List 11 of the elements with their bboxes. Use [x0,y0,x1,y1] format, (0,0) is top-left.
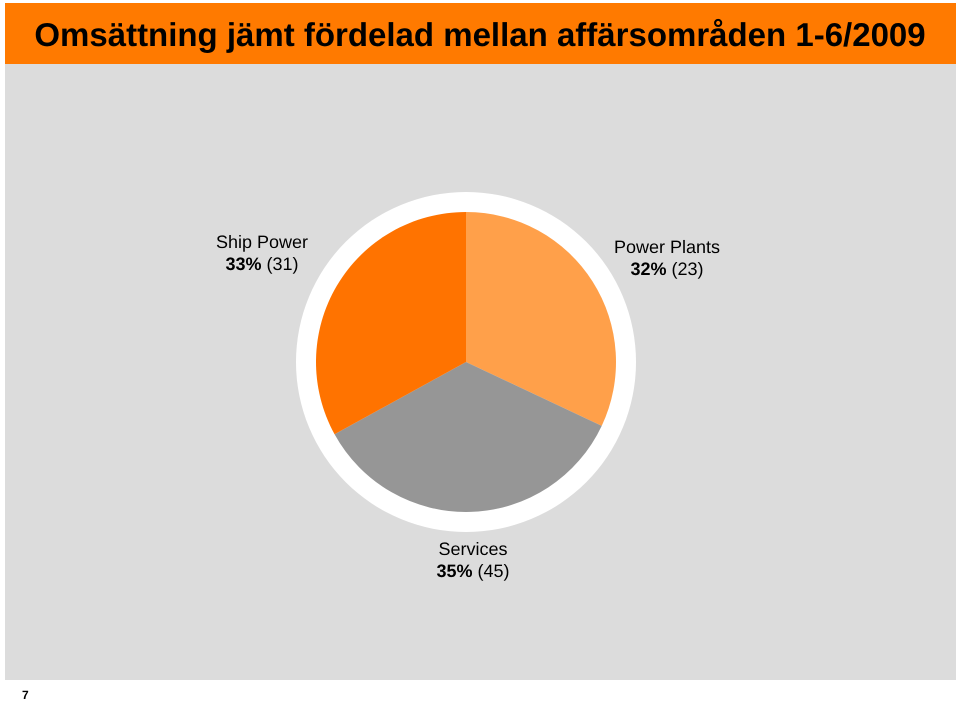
data-label: 32% (23) [630,259,704,279]
slice-label: Ship Power [216,232,308,252]
slice-label: Services [438,539,508,559]
pie-slice [316,212,466,434]
text: 7 [22,688,29,702]
pie-slice [466,212,616,426]
chart-title: Omsättning jämt fördelad mellan affärsområden 1-6/2009 [34,16,926,53]
pie-slice [334,362,602,512]
data-label: 33% (31) [225,254,299,274]
data-label: 35% (45) [436,561,510,581]
slice-label: Power Plants [614,237,720,257]
